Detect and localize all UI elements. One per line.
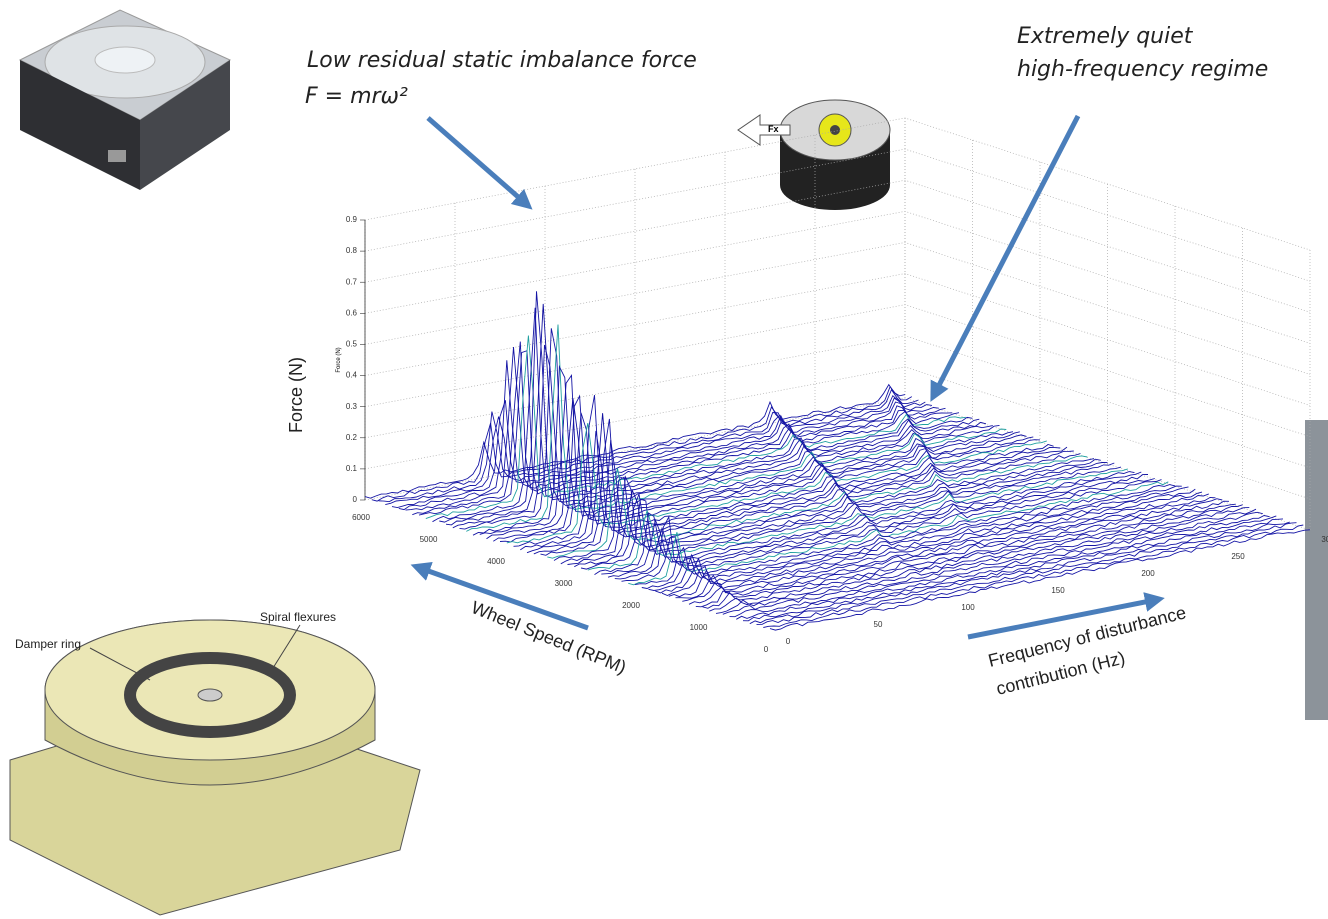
waterfall-trace	[763, 525, 1303, 628]
annotation: high-frequency regime	[1017, 57, 1268, 82]
rpm-tick-label: 6000	[352, 513, 370, 522]
rpm-tick-label: 0	[764, 645, 769, 654]
rpm-label: Wheel Speed (RPM)	[469, 597, 630, 677]
flexure-label: Spiral flexures	[260, 610, 336, 624]
waterfall-trace	[709, 508, 1249, 612]
freq-tick-label: 300	[1321, 535, 1328, 544]
freq-tick-label: 100	[961, 603, 975, 612]
freq-tick-label: 150	[1051, 586, 1065, 595]
rpm-tick-label: 3000	[555, 579, 573, 588]
fx-label: Fx	[768, 124, 779, 134]
grid-line	[365, 367, 1310, 499]
grid-line	[365, 211, 1310, 343]
formula: F = mrω²	[305, 84, 408, 109]
waterfall-trace	[750, 522, 1290, 624]
arrow	[428, 118, 525, 203]
freq-tick-label: 0	[786, 637, 791, 646]
waterfall-trace	[770, 530, 1310, 630]
rpm-tick-label: 4000	[487, 557, 505, 566]
arrow	[935, 116, 1078, 393]
grid-line	[365, 336, 1310, 468]
slide-canvas: Damper ring Spiral flexures Fx 0 0.1 0.2 0.…	[0, 0, 1328, 919]
z-tick-label: 0.4	[346, 371, 358, 380]
z-label-small: Force (N)	[336, 347, 342, 372]
z-tick-label: 0.8	[346, 246, 358, 255]
grid-line	[365, 242, 1310, 374]
slide: Damper ring Spiral flexures Fx 0 0.1 0.2 0.…	[0, 0, 1328, 919]
z-tick-label: 0	[353, 495, 358, 504]
cad-model	[10, 620, 420, 915]
grid-line	[365, 274, 1310, 406]
edge-photo	[1305, 420, 1328, 720]
z-tick-label: 0.2	[346, 433, 358, 442]
waterfall-trace	[419, 351, 959, 515]
waterfall-trace	[406, 347, 946, 510]
z-tick-label: 0.7	[346, 277, 358, 286]
z-tick-label: 0.1	[346, 464, 358, 473]
freq-tick-label: 250	[1231, 552, 1245, 561]
rpm-tick-label: 5000	[420, 535, 438, 544]
annotation: Low residual static imbalance force	[307, 48, 697, 73]
waterfall-trace	[372, 387, 912, 501]
z-tick-label: 0.9	[346, 215, 358, 224]
z-tick-label: 0.6	[346, 308, 358, 317]
waterfall	[365, 291, 1310, 630]
waterfall-trace	[669, 494, 1209, 597]
z-label: Force (N)	[286, 357, 306, 433]
rpm-tick-label: 1000	[690, 623, 708, 632]
freq-tick-label: 50	[874, 620, 883, 629]
wheel-photo	[20, 10, 230, 190]
z-tick-label: 0.3	[346, 402, 358, 411]
freq-tick-label: 200	[1141, 569, 1155, 578]
annotation: Extremely quiet	[1017, 24, 1194, 49]
waterfall-trace	[635, 485, 1175, 585]
waterfall-trace	[716, 509, 1256, 613]
rpm-tick-label: 2000	[622, 601, 640, 610]
fx-icon	[738, 100, 890, 210]
waterfall-trace	[730, 516, 1270, 617]
damper-label: Damper ring	[15, 637, 81, 651]
z-tick-label: 0.5	[346, 340, 358, 349]
